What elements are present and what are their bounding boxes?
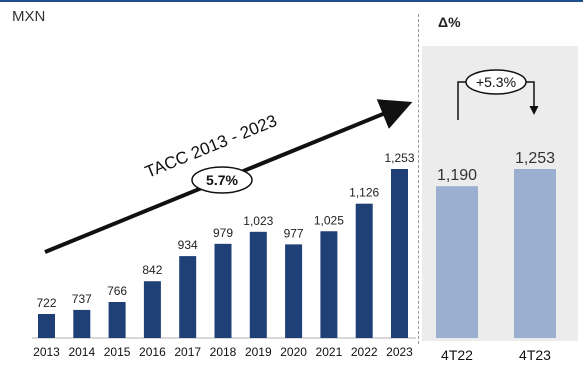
tick-label-2013: 2013 [33, 345, 60, 359]
value-label-2016: 842 [142, 263, 162, 277]
tick-label-2021: 2021 [316, 345, 343, 359]
value-label-2015: 766 [107, 284, 127, 298]
value-label-4T23: 1,253 [515, 150, 555, 167]
value-label-2023: 1,253 [384, 151, 414, 165]
top-rule [0, 0, 583, 2]
bar-2017 [179, 256, 197, 338]
bar-2016 [143, 281, 161, 338]
bar-4T22 [436, 186, 478, 338]
change-value: +5.3% [476, 74, 516, 90]
value-label-2020: 977 [284, 226, 304, 240]
bar-2013 [38, 314, 55, 338]
dashed-divider [418, 14, 419, 344]
value-label-2014: 737 [72, 292, 92, 306]
tick-label-2018: 2018 [210, 345, 237, 359]
value-label-2019: 1,023 [243, 214, 273, 228]
bar-4T23 [514, 169, 556, 338]
bar-2014 [73, 309, 91, 338]
unit-label: MXN [12, 8, 46, 25]
tick-label-2017: 2017 [174, 345, 201, 359]
value-label-4T22: 1,190 [437, 167, 477, 184]
tick-label-4T23: 4T23 [519, 347, 551, 363]
bar-2019 [249, 231, 267, 338]
value-label-2013: 722 [36, 296, 56, 310]
tick-label-2016: 2016 [139, 345, 166, 359]
tick-label-2015: 2015 [104, 345, 131, 359]
value-label-2017: 934 [178, 238, 198, 252]
cagr-oval [191, 166, 253, 194]
bar-2023 [391, 169, 408, 338]
value-label-2021: 1,025 [314, 213, 344, 227]
value-label-2022: 1,126 [349, 186, 379, 200]
tick-label-2014: 2014 [68, 345, 95, 359]
bar-2020 [285, 244, 303, 338]
tick-label-2020: 2020 [280, 345, 307, 359]
bar-2022 [355, 203, 373, 338]
bar-2015 [108, 301, 126, 338]
delta-title: Δ% [438, 14, 461, 30]
tick-label-2022: 2022 [351, 345, 378, 359]
tick-label-2023: 2023 [386, 345, 413, 359]
change-oval [465, 69, 527, 95]
cagr-value: 5.7% [206, 172, 238, 188]
bar-2021 [320, 231, 338, 338]
bar-2018 [214, 243, 232, 338]
value-label-2018: 979 [213, 226, 233, 240]
tick-label-4T22: 4T22 [441, 347, 473, 363]
tick-label-2019: 2019 [245, 345, 272, 359]
